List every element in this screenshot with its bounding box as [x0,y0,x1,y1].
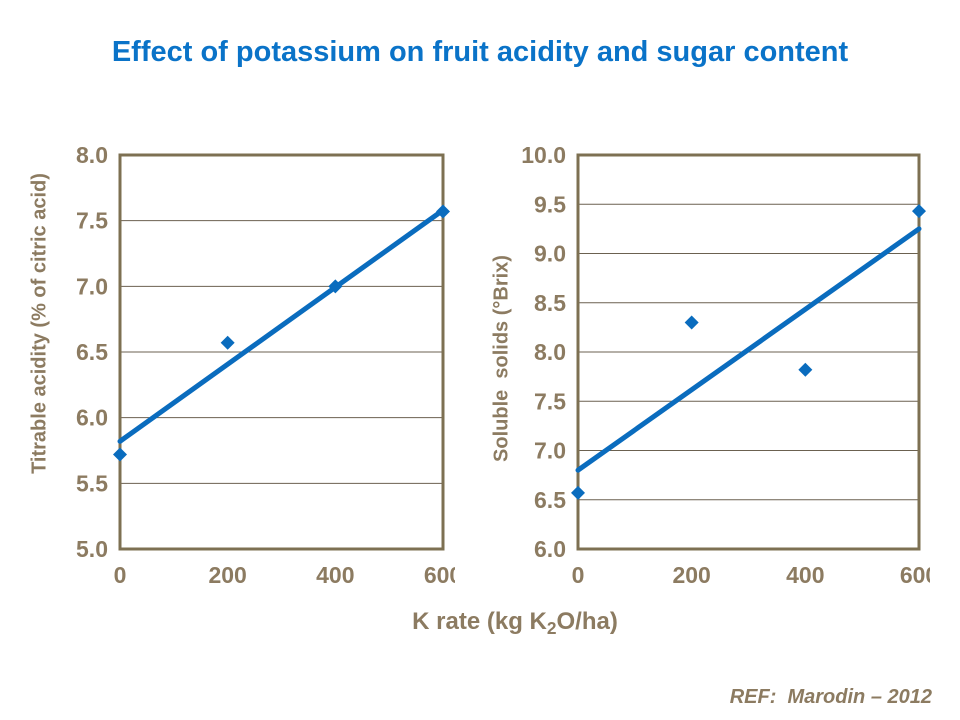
plot-frame [576,153,921,551]
y-tick-label: 5.5 [76,470,108,496]
reference-text: REF: Marodin – 2012 [729,686,932,708]
x-tick-label: 200 [672,562,710,588]
chart-soluble-solids: 10.0 9.5 9.0 8.5 8.0 7.5 7.0 6.5 6.00 200 400 600 [521,142,930,588]
plot-frame [118,153,445,551]
data-point-marker [220,335,235,350]
x-axis-label: K rate (kg K2O/ha) [110,608,920,638]
x-tick-label: 600 [424,562,455,588]
data-point-marker [113,447,127,462]
x-axis-label-suffix: O/ha) [556,608,618,635]
x-tick-label: 200 [208,562,246,588]
y-tick-label: 6.5 [76,339,108,365]
y-tick-label: 7.5 [76,208,108,234]
x-tick-label: 600 [900,562,930,588]
x-tick-label: 400 [786,562,824,588]
y-tick-label: 9.5 [534,191,566,217]
y-tick-label: 5.0 [76,536,108,562]
x-tick-label: 0 [114,562,127,588]
data-point-marker [436,204,450,219]
y-tick-label: 10.0 [521,142,566,168]
data-point-marker [684,315,699,330]
y-tick-label: 6.5 [534,487,566,513]
x-axis-label-text: K rate (kg K [412,608,547,635]
y-tick-label: 7.0 [76,273,108,299]
y-tick-label: 8.0 [534,339,566,365]
x-tick-label: 0 [572,562,585,588]
data-point-marker [912,204,926,219]
chart-titrable-acidity: 8.0 7.5 7.0 6.5 6.0 5.5 5.00 200 400 600 [76,142,455,588]
x-axis-label-subscript: 2 [546,617,557,638]
data-point-marker [798,362,813,377]
trend-line [117,207,446,444]
y-tick-label: 7.0 [534,438,566,464]
y-tick-label: 9.0 [534,241,566,267]
y-tick-label: 7.5 [534,388,566,414]
y-tick-label: 6.0 [534,536,566,562]
y-tick-label: 6.0 [76,405,108,431]
page-title: Effect of potassium on fruit acidity and… [111,36,849,68]
data-point-marker [328,279,343,294]
data-point-marker [571,485,585,500]
trend-line [575,226,922,473]
x-tick-label: 400 [316,562,354,588]
y-tick-label: 8.0 [76,142,108,168]
y-tick-label: 8.5 [534,290,566,316]
y-axis-label-titrable-acidity: Titrable acidity (% of citric acid) [28,173,51,474]
